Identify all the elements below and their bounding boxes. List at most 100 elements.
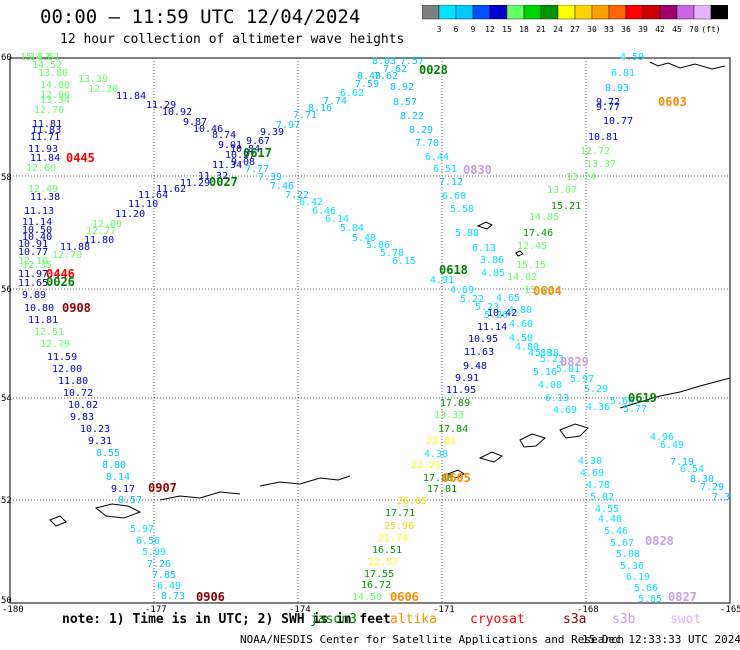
- wave-height-value: 8.16: [308, 103, 332, 114]
- scale-label: 27: [570, 25, 580, 34]
- wave-height-value: 8.30: [690, 474, 714, 485]
- wave-height-value: 11.34: [212, 160, 242, 171]
- wave-height-value: 12.10: [18, 256, 48, 267]
- wave-height-value: 7.59: [355, 79, 379, 90]
- wave-height-value: 7.19: [670, 457, 694, 468]
- wave-height-value: 4.30: [578, 456, 602, 467]
- wave-height-value: 8.80: [102, 460, 126, 471]
- wave-height-value: 12.45: [517, 241, 547, 252]
- scale-label: 6: [454, 25, 459, 34]
- wave-height-value: 8.22: [400, 111, 424, 122]
- pass-time-label: 0827: [668, 590, 697, 604]
- wave-height-value: 4.91: [430, 275, 454, 286]
- wave-height-value: 17.88: [423, 473, 453, 484]
- wave-height-value: 6.49: [660, 440, 684, 451]
- wave-height-value: 4.36: [586, 402, 610, 413]
- wave-height-value: 12.49: [28, 184, 58, 195]
- wave-height-value: 22.57: [368, 557, 398, 568]
- wave-height-value: 15.26: [524, 285, 554, 296]
- legend-s3b: s3b: [612, 612, 636, 627]
- wave-height-value: 17.55: [364, 569, 394, 580]
- pass-time-label: 0028: [419, 63, 448, 77]
- wave-height-value: 4.78: [586, 480, 610, 491]
- wave-height-value: 13.80: [38, 68, 68, 79]
- legend-altika: altika: [390, 612, 437, 627]
- pass-time-label: 0617: [243, 146, 272, 160]
- wave-height-value: 17.01: [427, 484, 457, 495]
- wave-height-value: 10.84: [230, 144, 260, 155]
- near-islands: [94, 503, 142, 519]
- scale-swatch: [710, 5, 728, 20]
- latitude-label: 50: [1, 596, 12, 606]
- legend-cryosat: cryosat: [470, 612, 525, 627]
- wave-height-value: 5.58: [450, 204, 474, 215]
- scale-label: 70: [689, 25, 699, 34]
- coastline: [49, 61, 731, 527]
- wave-height-value: 11.71: [30, 132, 60, 143]
- wave-height-value: 6.54: [680, 464, 704, 475]
- wave-height-value: 7.62: [383, 64, 407, 75]
- wave-height-value: 26.05: [397, 496, 427, 507]
- wave-height-value: 10.77: [603, 116, 633, 127]
- wave-height-value: 9.72: [596, 97, 620, 108]
- wave-height-value: 8.73: [161, 591, 185, 602]
- longitude-label: -168: [577, 605, 599, 615]
- latitude-label: 52: [1, 496, 12, 506]
- longitude-labels: -180 -177 -174 -171 -168 -165: [2, 605, 740, 615]
- wave-height-value: 11.32: [198, 171, 228, 182]
- wave-height-value: 7.39: [258, 172, 282, 183]
- wave-height-value: 10.95: [468, 334, 498, 345]
- scale-label: 39: [638, 25, 648, 34]
- wave-height-value: 7.77: [245, 164, 269, 175]
- scale-label: 18: [519, 25, 529, 34]
- scale-label: 12: [485, 25, 495, 34]
- wave-height-value: 4.88: [528, 348, 552, 359]
- wave-height-value: 4.60: [509, 319, 533, 330]
- wave-height-value: 8.57: [393, 97, 417, 108]
- wave-height-value: 5.02: [590, 492, 614, 503]
- wave-height-value: 10.91: [18, 239, 48, 250]
- wave-height-value: 11.88: [60, 242, 90, 253]
- wave-height-value: 11.65: [18, 278, 48, 289]
- wave-height-value: 11.81: [28, 315, 58, 326]
- wave-height-value: 10.81: [588, 132, 618, 143]
- wave-height-value: 10.02: [68, 400, 98, 411]
- wave-height-value: 5.66: [610, 396, 634, 407]
- wave-height-value: 11.64: [138, 190, 168, 201]
- wave-height-value: 5.23: [475, 302, 499, 313]
- wave-height-value: 17.89: [440, 398, 470, 409]
- pass-time-label: 0829: [560, 355, 589, 369]
- wave-height-value: 3.86: [480, 255, 504, 266]
- wave-height-value: 6.81: [611, 68, 635, 79]
- wave-height-value: 25.96: [384, 521, 414, 532]
- wave-height-value: 5.36: [620, 561, 644, 572]
- islands-of-four-mountains: [446, 469, 465, 479]
- pass-time-label: 0830: [463, 163, 492, 177]
- legend-jason3: jason3: [310, 612, 357, 627]
- wave-height-value: 8.57: [118, 495, 142, 506]
- wave-height-value: 7.85: [152, 570, 176, 581]
- wave-height-value: 4.80: [515, 342, 539, 353]
- map-grid: [9, 57, 731, 604]
- wave-height-value: 11.97: [18, 269, 48, 280]
- wave-height-value: 12.09: [92, 219, 122, 230]
- wave-height-value: 10.77: [18, 247, 48, 258]
- credit-line: NOAA/NESDIS Center for Satellite Applica…: [240, 633, 625, 646]
- scale-label: 9: [471, 25, 476, 34]
- unimak-island: [559, 423, 589, 439]
- generation-timestamp: 15 Dec 12:33:33 UTC 2024: [582, 633, 740, 646]
- wave-height-value: 10.27: [225, 150, 255, 161]
- wave-height-value: 5.22: [460, 294, 484, 305]
- rat-islands: [159, 491, 241, 501]
- wave-height-value: 5.97: [570, 374, 594, 385]
- wave-height-value: 14.85: [529, 212, 559, 223]
- scale-label: 42: [655, 25, 665, 34]
- wave-height-value: 11.13: [24, 206, 54, 217]
- page-title: 00:00 – 11:59 UTC 12/04/2024: [40, 6, 361, 28]
- wave-height-value: 9.01: [218, 140, 242, 151]
- longitude-label: -165: [720, 605, 740, 615]
- wave-height-value: 8.55: [96, 448, 120, 459]
- wave-height-value: 4.69: [450, 285, 474, 296]
- longitude-label: -180: [2, 605, 24, 615]
